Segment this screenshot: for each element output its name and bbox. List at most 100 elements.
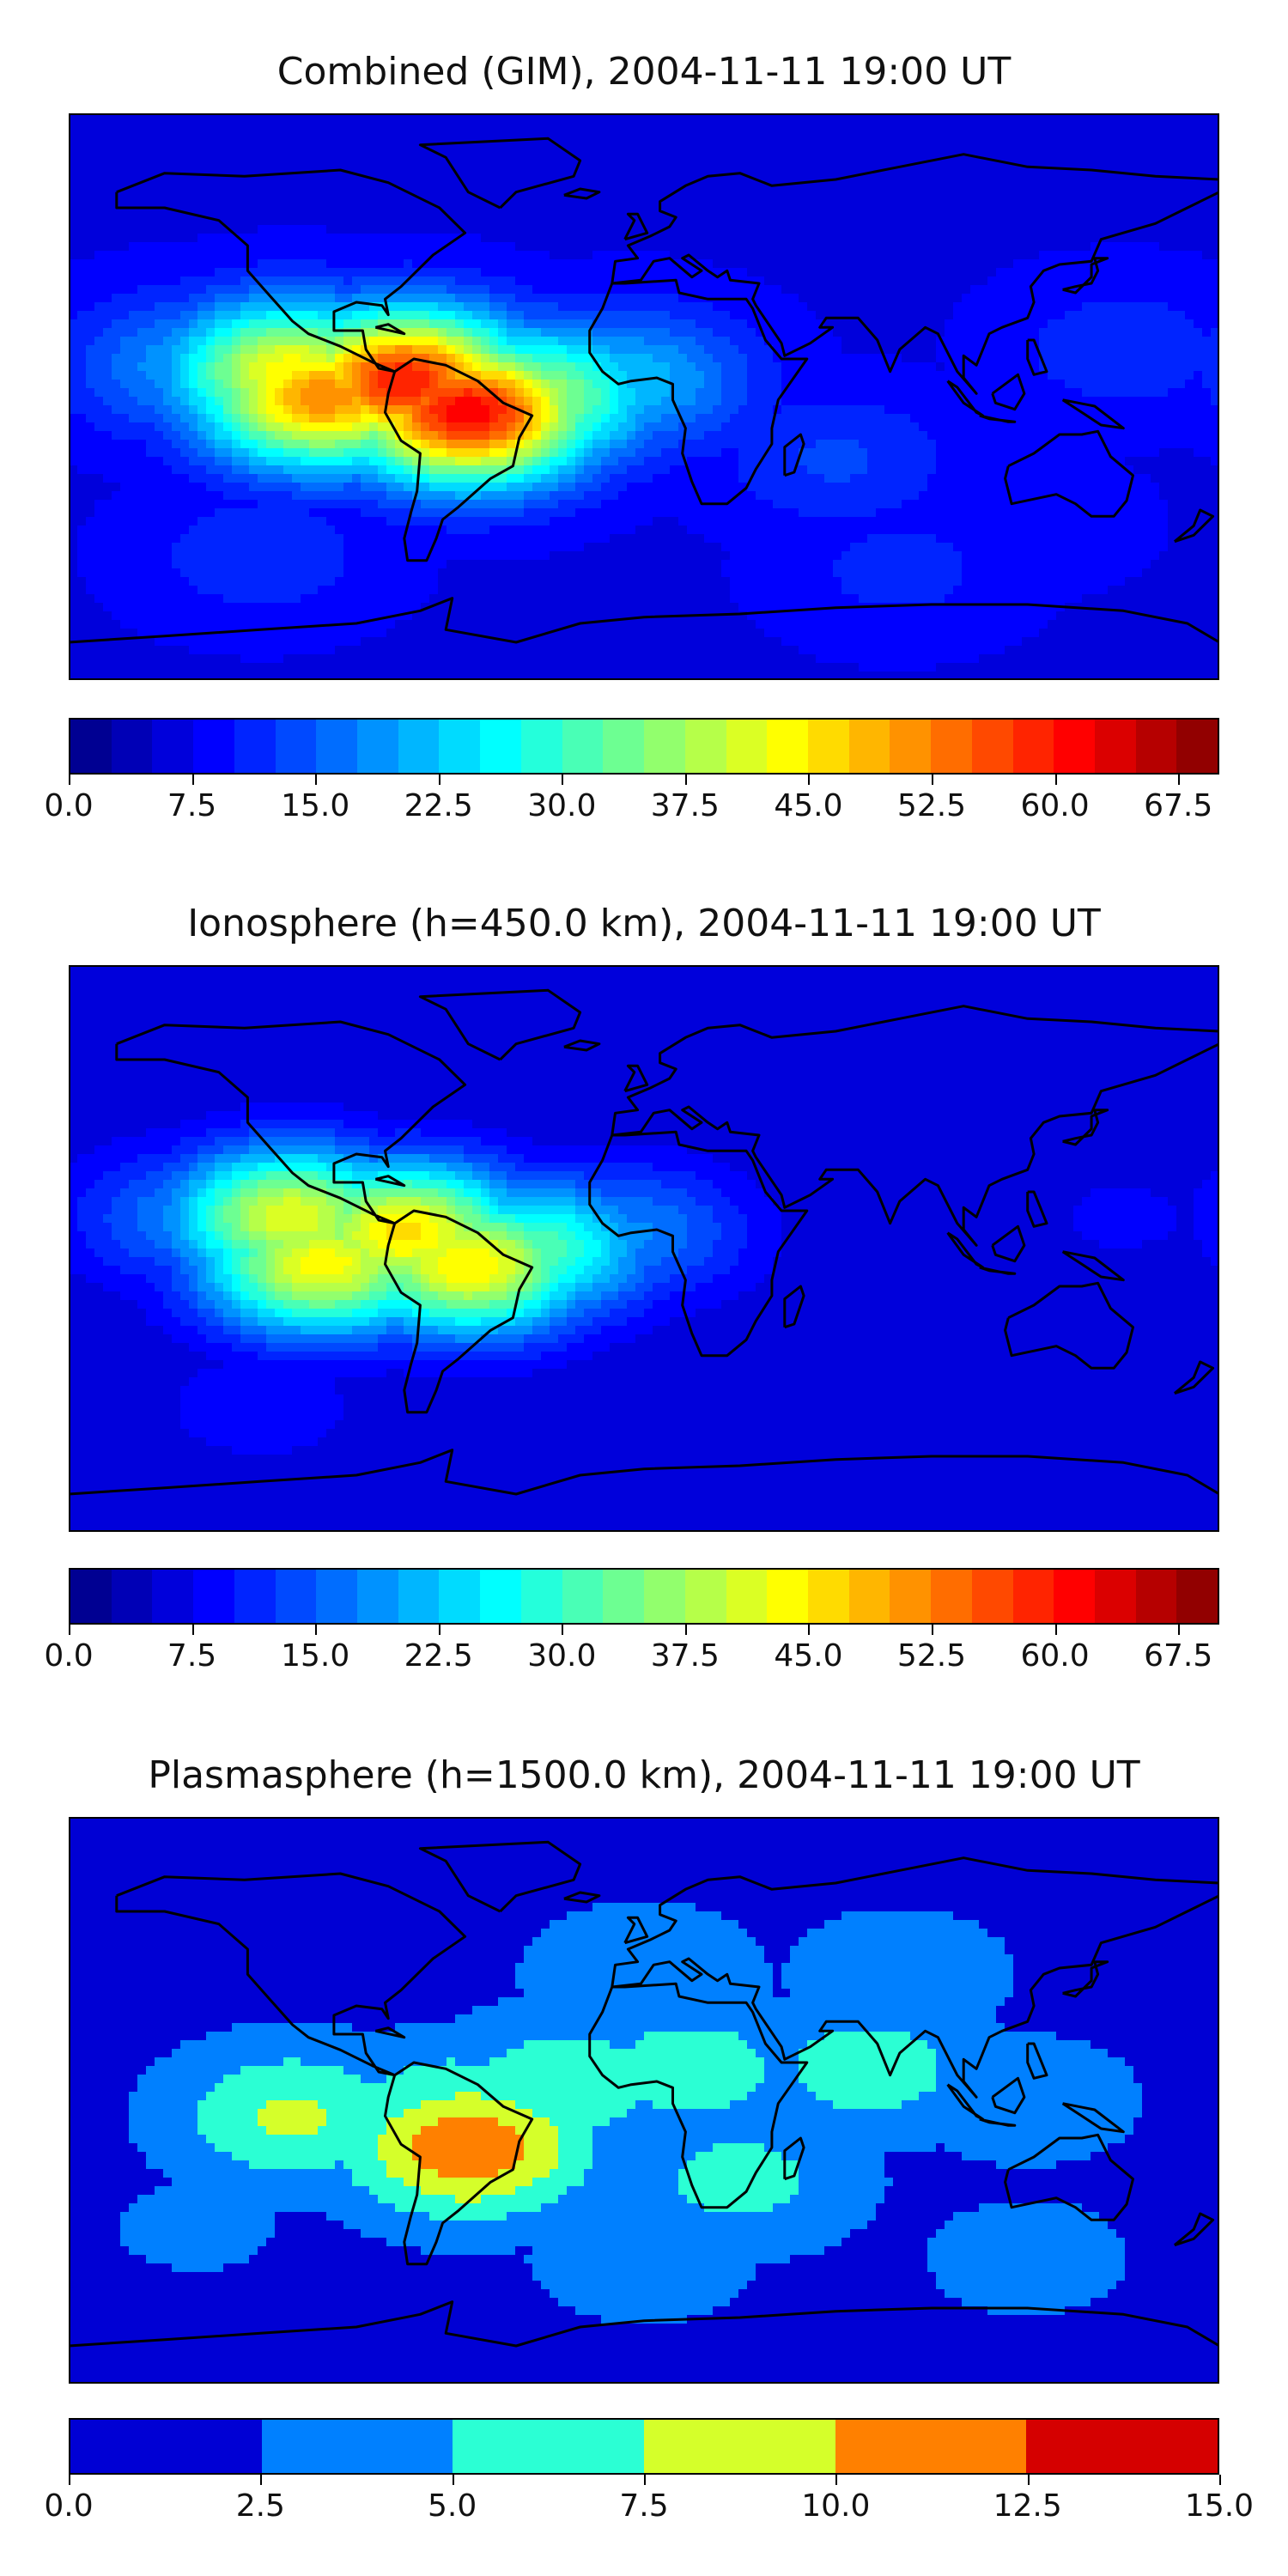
contour-cell [1194, 276, 1203, 286]
contour-cell [721, 354, 731, 363]
contour-cell [404, 405, 413, 415]
contour-cell [1005, 216, 1014, 226]
contour-cell [1073, 139, 1083, 149]
contour-cell [850, 319, 860, 329]
contour-cell [584, 173, 593, 183]
contour-cell [713, 199, 722, 209]
contour-cell [352, 276, 361, 286]
contour-cell [335, 285, 344, 295]
contour-cell [412, 234, 422, 243]
contour-cell [464, 397, 473, 406]
contour-cell [799, 328, 808, 337]
contour-cell [275, 251, 284, 260]
contour-cell [489, 397, 499, 406]
contour-cell [180, 113, 190, 123]
contour-cell [1176, 345, 1186, 355]
contour-cell [781, 208, 791, 217]
contour-cell [816, 276, 825, 286]
contour-cell [987, 362, 997, 372]
contour-cell [610, 113, 619, 123]
contour-cell [867, 345, 877, 355]
contour-cell [1022, 268, 1031, 277]
contour-cell [1073, 113, 1083, 123]
contour-cell [919, 311, 928, 320]
contour-cell [1202, 337, 1212, 346]
contour-cell [635, 122, 645, 131]
contour-cell [1168, 156, 1177, 166]
contour-cell [524, 311, 533, 320]
contour-cell [910, 242, 920, 252]
contour-cell [421, 371, 430, 380]
contour-cell [618, 216, 628, 226]
contour-cell [515, 319, 525, 329]
contour-cell [232, 182, 241, 191]
contour-cell [945, 319, 954, 329]
contour-cell [223, 139, 233, 149]
contour-cell [678, 362, 688, 372]
contour-cell [1056, 337, 1066, 346]
contour-cell [429, 276, 439, 286]
contour-cell [592, 371, 602, 380]
contour-cell [610, 319, 619, 329]
contour-cell [1065, 182, 1074, 191]
contour-cell [601, 354, 611, 363]
contour-cell [704, 251, 714, 260]
contour-cell [86, 276, 95, 286]
contour-cell [283, 285, 293, 295]
contour-cell [77, 294, 87, 303]
contour-cell [318, 362, 327, 372]
contour-cell [987, 234, 997, 243]
contour-cell [249, 182, 258, 191]
contour-cell [1022, 414, 1031, 423]
contour-cell [575, 234, 585, 243]
contour-cell [704, 242, 714, 252]
contour-cell [1125, 345, 1134, 355]
contour-cell [558, 242, 568, 252]
contour-cell [1108, 148, 1117, 157]
contour-cell [352, 380, 361, 389]
contour-cell [498, 191, 507, 200]
contour-cell [447, 122, 456, 131]
contour-cell [567, 311, 576, 320]
contour-cell [283, 319, 293, 329]
contour-cell [936, 122, 945, 131]
contour-cell [189, 165, 198, 174]
contour-cell [1082, 191, 1091, 200]
contour-cell [824, 173, 834, 183]
contour-cell [249, 242, 258, 252]
contour-cell [361, 380, 370, 389]
contour-cell [902, 156, 911, 166]
contour-cell [1099, 294, 1109, 303]
contour-cell [833, 251, 842, 260]
contour-cell [653, 199, 662, 209]
contour-cell [919, 199, 928, 209]
contour-cell [996, 285, 1005, 295]
contour-cell [575, 148, 585, 157]
contour-cell [841, 199, 851, 209]
contour-cell [867, 208, 877, 217]
contour-cell [283, 139, 293, 149]
contour-cell [1202, 397, 1212, 406]
contour-cell [215, 362, 224, 372]
contour-cell [592, 380, 602, 389]
contour-cell [841, 397, 851, 406]
contour-cell [378, 388, 387, 398]
contour-cell [275, 431, 284, 440]
contour-cell [275, 405, 284, 415]
contour-cell [335, 397, 344, 406]
contour-cell [1116, 156, 1126, 166]
contour-cell [447, 148, 456, 157]
contour-cell [146, 182, 155, 191]
contour-cell [1168, 216, 1177, 226]
contour-cell [1168, 182, 1177, 191]
contour-cell [1030, 319, 1040, 329]
contour-cell [240, 208, 250, 217]
contour-cell [678, 276, 688, 286]
contour-cell [318, 431, 327, 440]
contour-cell [1048, 405, 1057, 415]
contour-cell [1073, 311, 1083, 320]
contour-cell [326, 113, 336, 123]
contour-cell [713, 234, 722, 243]
contour-cell [1116, 328, 1126, 337]
contour-cell [283, 362, 293, 372]
